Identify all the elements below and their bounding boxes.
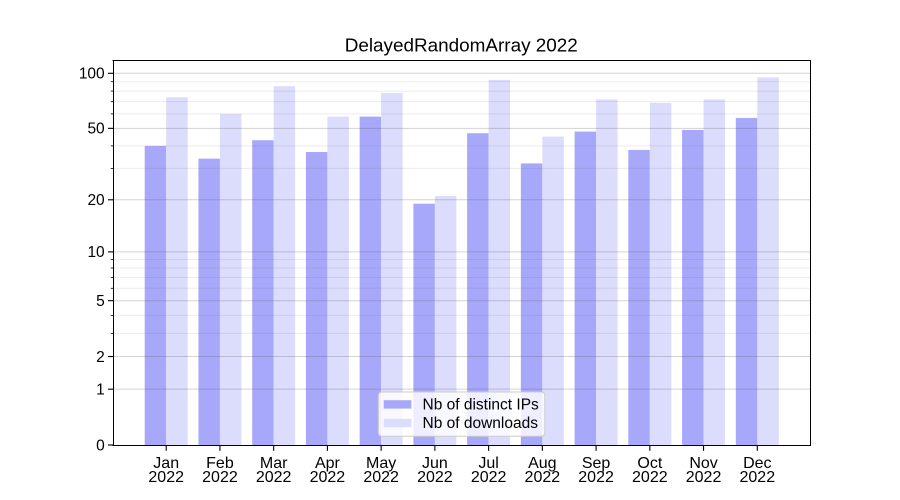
svg-text:2022: 2022 [202, 469, 238, 486]
svg-text:Jul: Jul [478, 455, 498, 472]
svg-text:100: 100 [79, 66, 105, 83]
svg-text:1: 1 [96, 382, 105, 399]
svg-text:2022: 2022 [525, 469, 561, 486]
svg-text:2022: 2022 [578, 469, 614, 486]
svg-text:Aug: Aug [528, 455, 556, 472]
svg-text:2022: 2022 [363, 469, 399, 486]
svg-text:Jan: Jan [153, 455, 179, 472]
svg-text:Apr: Apr [315, 455, 341, 472]
svg-text:2022: 2022 [740, 469, 776, 486]
svg-text:2022: 2022 [632, 469, 668, 486]
svg-text:Nov: Nov [689, 455, 717, 472]
svg-text:Oct: Oct [637, 455, 662, 472]
svg-text:2: 2 [96, 349, 105, 366]
svg-text:Dec: Dec [743, 455, 771, 472]
svg-text:May: May [366, 455, 396, 472]
svg-text:2022: 2022 [417, 469, 453, 486]
svg-text:Nb of distinct IPs: Nb of distinct IPs [423, 397, 540, 414]
svg-text:Feb: Feb [206, 455, 234, 472]
svg-text:50: 50 [87, 121, 105, 138]
svg-text:2022: 2022 [256, 469, 292, 486]
svg-text:2022: 2022 [686, 469, 722, 486]
svg-text:2022: 2022 [310, 469, 346, 486]
svg-text:Nb of downloads: Nb of downloads [423, 415, 539, 432]
svg-text:Mar: Mar [260, 455, 288, 472]
svg-text:Jun: Jun [422, 455, 448, 472]
svg-text:2022: 2022 [471, 469, 507, 486]
svg-text:0: 0 [96, 437, 105, 454]
svg-text:Sep: Sep [582, 455, 611, 472]
svg-text:20: 20 [87, 192, 105, 209]
svg-text:DelayedRandomArray 2022: DelayedRandomArray 2022 [345, 36, 578, 57]
svg-text:2022: 2022 [148, 469, 184, 486]
svg-text:10: 10 [87, 244, 105, 261]
svg-text:5: 5 [96, 293, 105, 310]
